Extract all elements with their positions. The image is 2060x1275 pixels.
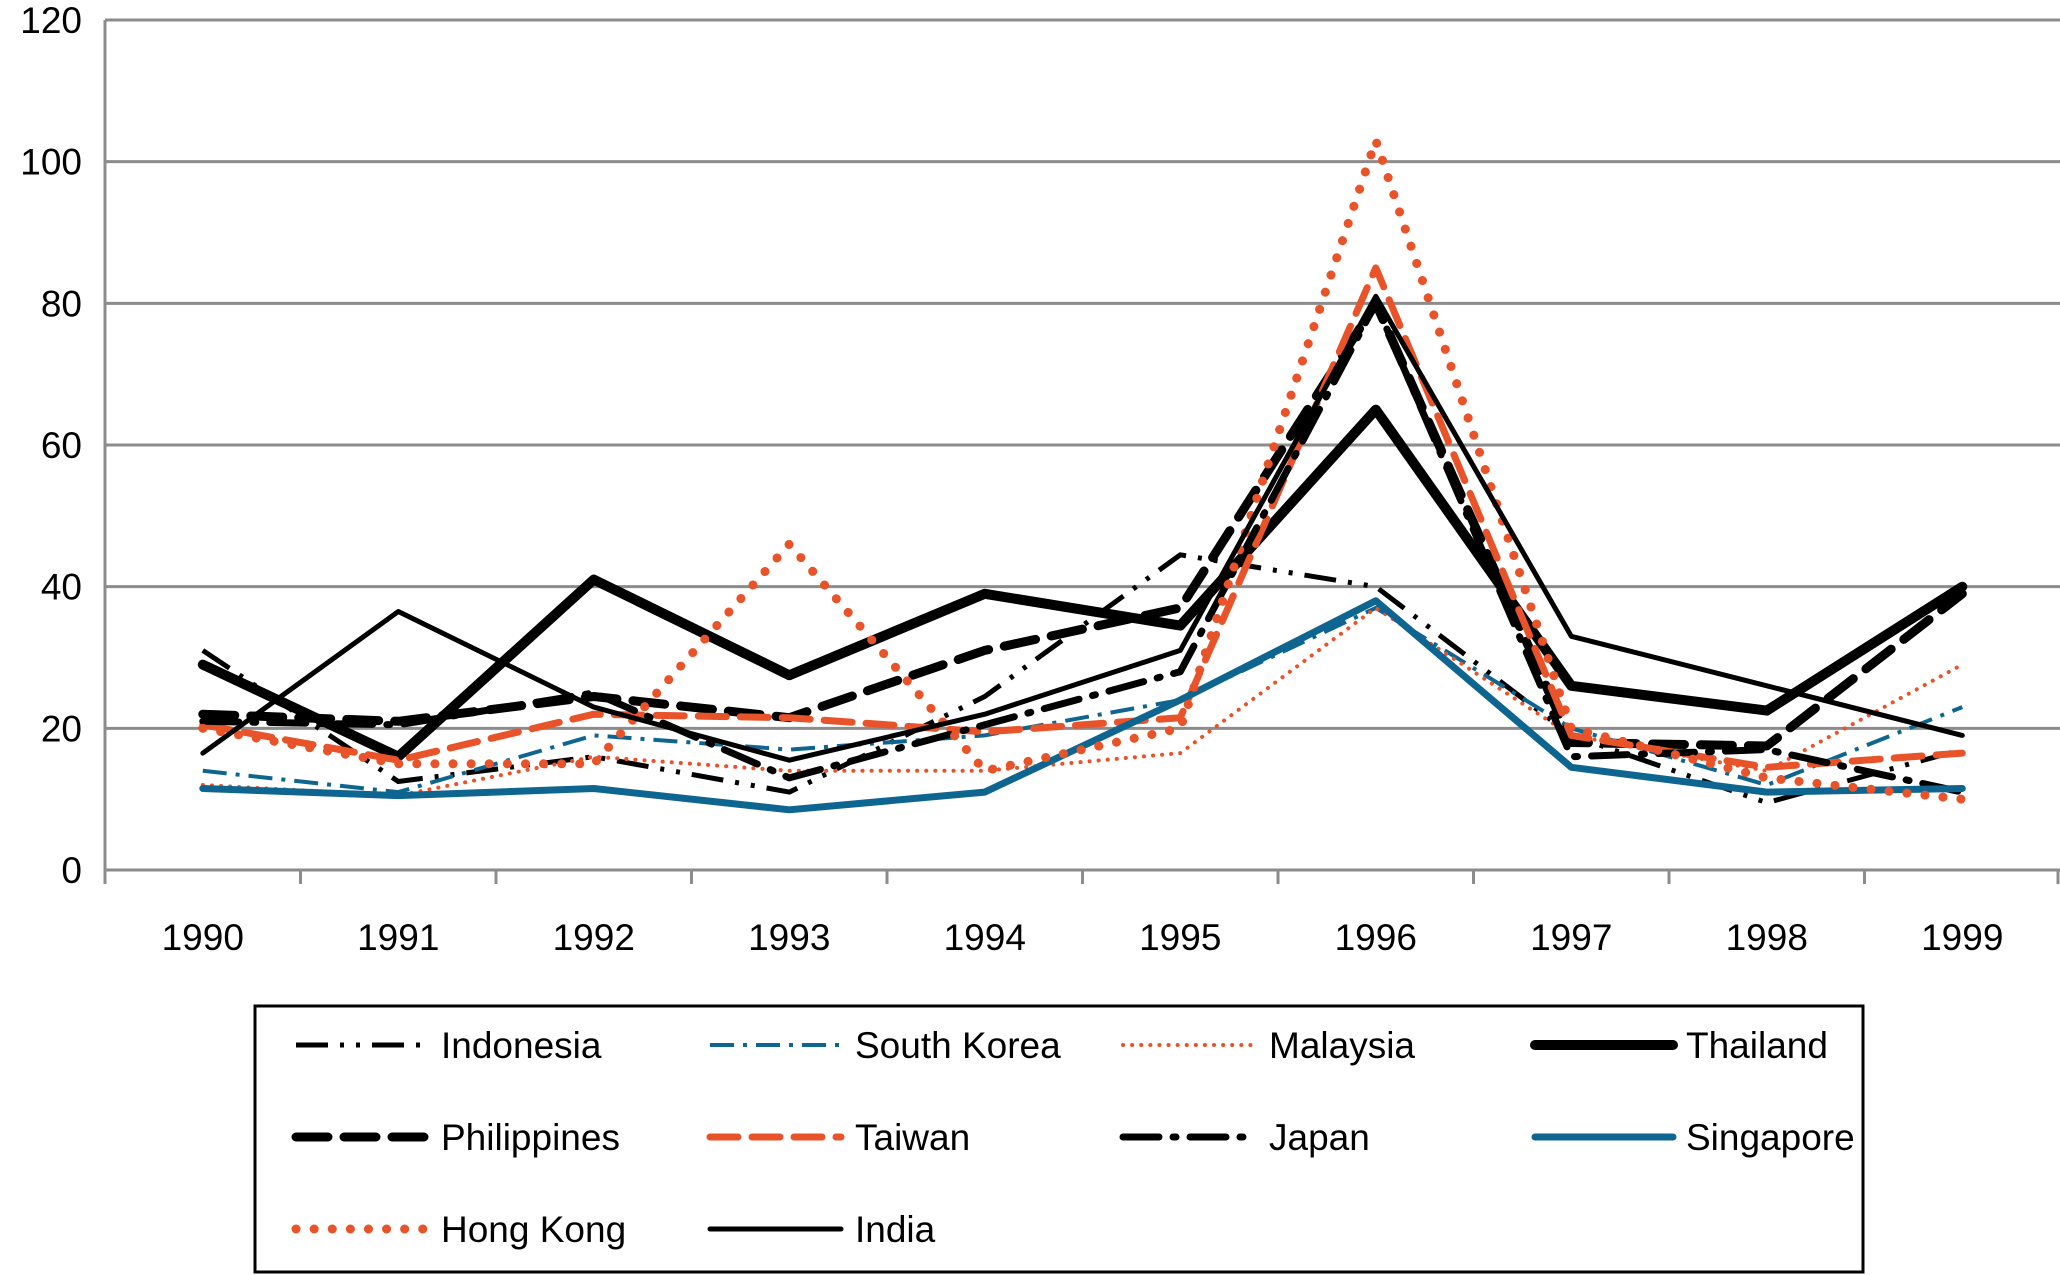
y-tick-label: 80 bbox=[41, 283, 82, 324]
series-line-malaysia bbox=[200, 605, 1965, 798]
legend-label-thailand: Thailand bbox=[1686, 1025, 1828, 1066]
series-line-india bbox=[200, 293, 1965, 763]
y-tick-label: 120 bbox=[20, 0, 82, 41]
series-line-hong-kong bbox=[198, 135, 1967, 804]
series-line-thailand bbox=[197, 404, 1968, 762]
x-tick-label: 1992 bbox=[553, 917, 635, 958]
legend-box bbox=[253, 1004, 1865, 1274]
series-line-indonesia bbox=[201, 552, 1963, 806]
x-tick-label: 1999 bbox=[1921, 917, 2003, 958]
series-line-japan bbox=[199, 299, 1966, 796]
x-tick-label: 1997 bbox=[1530, 917, 1612, 958]
y-tick-label: 0 bbox=[61, 850, 82, 891]
x-tick-label: 1993 bbox=[748, 917, 830, 958]
legend-label-malaysia: Malaysia bbox=[1269, 1025, 1415, 1066]
y-tick-label: 20 bbox=[41, 708, 82, 749]
legend: Indonesia South Korea Malaysia Thailand Phil… bbox=[253, 1004, 1865, 1274]
x-tick-label: 1996 bbox=[1335, 917, 1417, 958]
x-tick-label: 1991 bbox=[357, 917, 439, 958]
series-lines bbox=[197, 135, 1968, 814]
legend-label-singapore: Singapore bbox=[1686, 1117, 1855, 1158]
legend-label-japan: Japan bbox=[1269, 1117, 1370, 1158]
legend-label-indonesia: Indonesia bbox=[441, 1025, 602, 1066]
x-tick-label: 1994 bbox=[944, 917, 1026, 958]
x-tick-label: 1990 bbox=[162, 917, 244, 958]
x-tick-label: 1995 bbox=[1139, 917, 1221, 958]
x-axis: 1990 1991 1992 1993 1994 1995 1996 1997 1998 1999 bbox=[103, 868, 2060, 958]
y-tick-label: 100 bbox=[20, 142, 82, 183]
legend-label-south-korea: South Korea bbox=[855, 1025, 1061, 1066]
y-axis-tick-labels: 0 20 40 60 80 100 120 bbox=[20, 0, 82, 891]
x-tick-label: 1998 bbox=[1726, 917, 1808, 958]
series-line-philippines bbox=[198, 298, 1967, 751]
legend-label-taiwan: Taiwan bbox=[855, 1117, 970, 1158]
legend-label-philippines: Philippines bbox=[441, 1117, 620, 1158]
gridlines bbox=[103, 18, 2060, 882]
y-tick-label: 60 bbox=[41, 425, 82, 466]
y-tick-label: 40 bbox=[41, 567, 82, 608]
legend-label-hong-kong: Hong Kong bbox=[441, 1209, 626, 1250]
legend-label-india: India bbox=[855, 1209, 936, 1250]
